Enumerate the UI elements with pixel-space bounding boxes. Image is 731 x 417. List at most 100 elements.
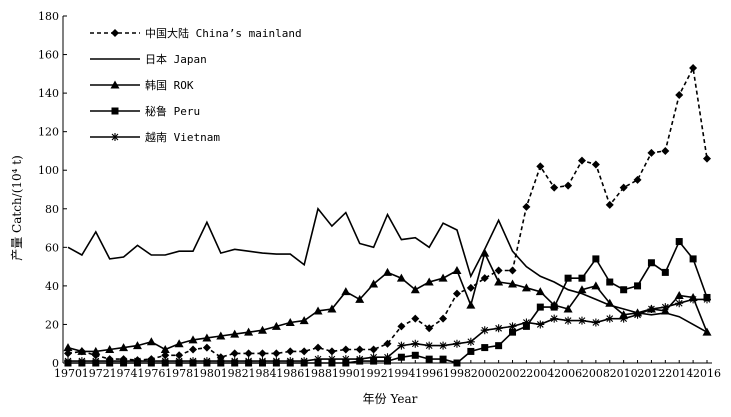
x-tick-label: 1972 [82,367,110,380]
data-point [244,357,253,366]
data-point [300,347,309,356]
data-point [147,357,156,366]
x-tick-label: 1990 [332,367,360,380]
y-tick-label: 100 [38,164,59,177]
data-point [605,314,614,323]
x-tick-label: 2016 [693,367,721,380]
data-point [424,277,434,286]
x-tick-label: 2004 [526,367,554,380]
data-point [341,287,351,296]
data-point [536,320,545,329]
series-4 [64,295,711,366]
data-point [175,351,184,360]
data-point [619,314,628,323]
y-tick-label: 140 [38,87,59,100]
y-axis-ticks: 0 20 40 60 80 100 120 140 160 180 [38,10,67,370]
data-point [564,274,572,282]
x-tick-label: 1992 [360,367,388,380]
data-point [661,303,670,312]
data-point [619,183,628,192]
data-point [161,357,170,366]
data-point [161,351,170,360]
data-point [467,347,475,355]
data-point [494,324,503,333]
x-tick-label: 1980 [193,367,221,380]
data-point [286,357,295,366]
x-tick-label: 2012 [637,367,665,380]
x-tick-label: 1978 [165,367,193,380]
data-point [466,300,476,309]
data-point [606,278,614,286]
data-point [689,255,697,263]
data-point [341,355,350,364]
data-point [174,339,184,348]
x-tick-label: 2014 [665,367,693,380]
data-point [230,357,239,366]
data-point [91,346,101,355]
data-point [702,327,712,336]
data-point [577,285,587,294]
data-point [452,339,461,348]
data-point [535,287,545,296]
data-point [410,285,420,294]
data-point [63,343,73,352]
data-point [592,255,600,263]
x-axis-ticks: 1970 1972 1974 1976 1978 1980 1982 1984 1986 1988… [54,360,721,380]
data-point [466,337,475,346]
data-point [355,345,364,354]
data-point [438,273,448,282]
data-point [564,181,573,190]
series-line-1 [67,207,708,333]
data-point [397,322,406,331]
data-point [285,318,295,327]
x-tick-label: 1988 [304,367,332,380]
data-point [480,248,490,257]
data-point [160,345,170,354]
x-tick-label: 1994 [387,367,415,380]
data-point [703,154,711,163]
x-tick-label: 1974 [110,367,138,380]
data-point [258,357,267,366]
data-point [132,341,142,350]
data-point [495,342,503,350]
data-point [77,357,86,366]
y-axis-title: 产量 Catch/(10⁴ t) [10,155,24,261]
data-point [314,355,323,364]
data-point [105,357,114,366]
x-tick-label: 1984 [248,367,276,380]
data-point [509,328,517,336]
x-tick-label: 2000 [471,367,499,380]
data-point [591,160,600,169]
data-point [327,347,336,356]
data-point [411,314,420,323]
data-point [605,200,614,209]
legend-label: 日本 Japan [145,52,207,66]
data-point [64,349,72,358]
data-point [299,316,309,325]
data-point [439,314,448,323]
data-point [327,355,336,364]
y-tick-label: 160 [38,49,59,62]
x-tick-label: 1982 [221,367,249,380]
data-point [661,146,670,155]
data-point [452,289,461,298]
x-tick-label: 2008 [582,367,610,380]
data-point [230,349,239,358]
data-point [271,321,281,330]
data-point [703,295,711,304]
data-point [689,295,698,304]
x-tick-label: 1976 [137,367,165,380]
data-point [480,326,489,335]
data-point [453,359,461,367]
x-tick-label: 1986 [276,367,304,380]
legend-marker [111,133,119,141]
data-point [647,259,655,267]
y-tick-label: 80 [45,203,59,216]
data-point [313,306,323,315]
data-point [425,355,433,363]
data-point [689,64,698,73]
y-tick-label: 180 [38,10,59,23]
data-point [508,266,517,275]
legend-entry-1: 日本 Japan [90,52,207,66]
data-point [91,357,100,366]
